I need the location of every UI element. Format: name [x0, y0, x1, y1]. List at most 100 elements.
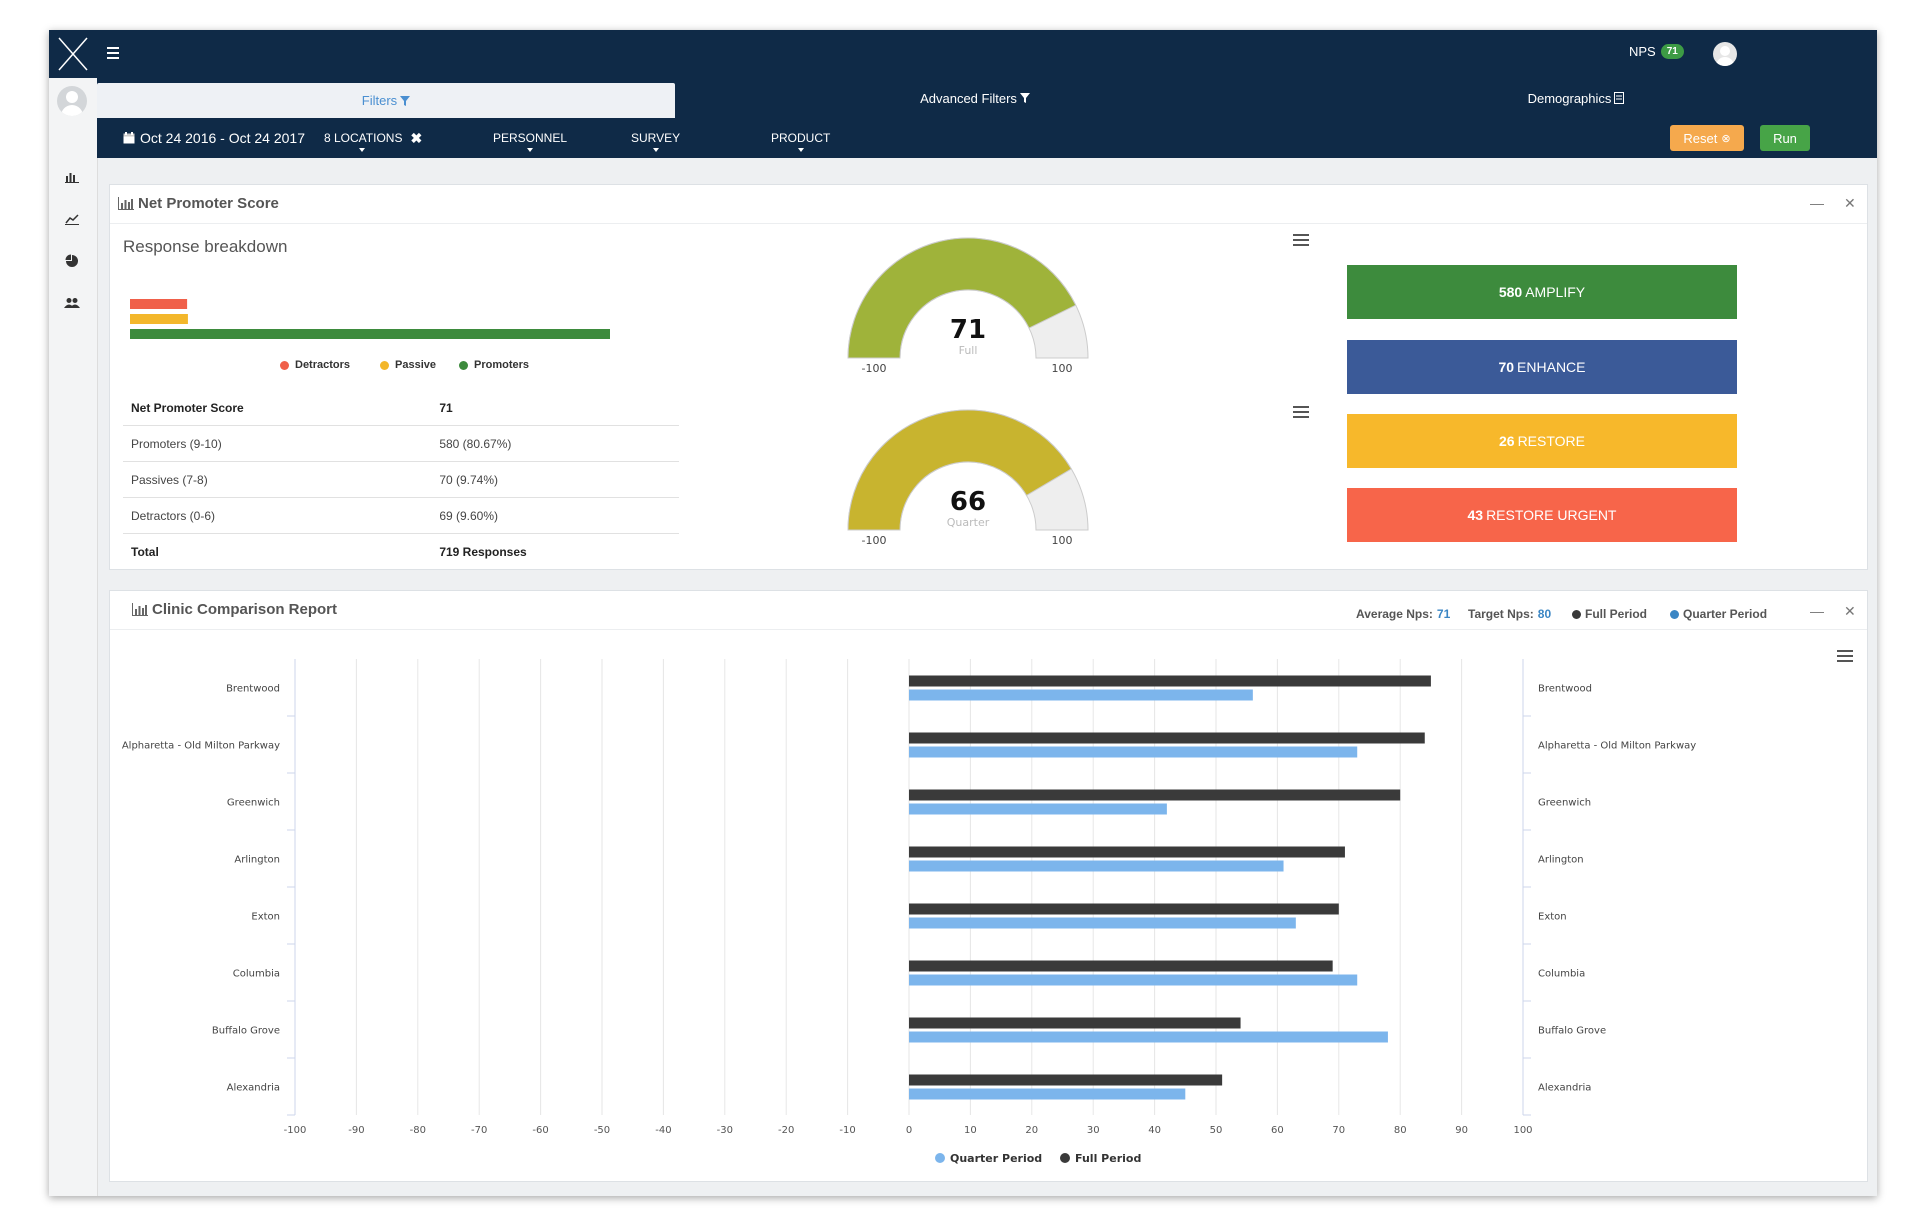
legend-quarter-period-top[interactable]: Quarter Period: [1670, 607, 1767, 621]
full-period-bar: [909, 960, 1333, 972]
enhance-label: ENHANCE: [1517, 359, 1586, 375]
gauge-max-label: 100: [1052, 362, 1073, 373]
quarter-period-bar: [909, 974, 1358, 986]
brand-logo[interactable]: [49, 30, 97, 78]
legend-promoters[interactable]: Promoters: [459, 359, 529, 371]
table-cell: Promoters (9-10): [123, 425, 432, 462]
personnel-filter[interactable]: PERSONNEL: [493, 118, 567, 158]
average-nps-label: Average Nps:: [1356, 607, 1433, 621]
nps-indicator: NPS 71: [1629, 44, 1684, 59]
table-cell: 71: [431, 390, 679, 426]
x-tick-label: -80: [410, 1125, 426, 1136]
minimize-icon[interactable]: —: [1810, 195, 1824, 211]
pie-chart-icon[interactable]: [63, 252, 81, 270]
document-icon: [1614, 92, 1625, 104]
reset-button[interactable]: Reset ⊗: [1670, 125, 1744, 151]
quarter-period-bar: [909, 803, 1167, 815]
x-tick-label: 60: [1271, 1125, 1284, 1136]
table-cell: 69 (9.60%): [431, 497, 679, 534]
locations-filter[interactable]: 8 LOCATIONS ✖: [324, 118, 422, 158]
x-tick-label: -40: [655, 1125, 671, 1136]
x-tick-label: 20: [1025, 1125, 1038, 1136]
tab-advanced-filters[interactable]: Advanced Filters: [675, 78, 1275, 118]
quarter-period-bar: [909, 1088, 1186, 1100]
x-tick-label: -30: [717, 1125, 733, 1136]
bar-chart-icon: [118, 197, 134, 210]
gauge-max-label: 100: [1052, 534, 1073, 545]
full-period-bar: [909, 789, 1401, 801]
table-row: Promoters (9-10) 580 (80.67%): [123, 425, 679, 462]
restore-urgent-label: RESTORE URGENT: [1486, 507, 1617, 523]
bar-chart-icon[interactable]: [63, 168, 81, 186]
users-icon[interactable]: [63, 294, 81, 312]
comparison-panel-title: Clinic Comparison Report: [152, 601, 338, 618]
personnel-text: PERSONNEL: [493, 131, 568, 145]
date-range-text: Oct 24 2016 - Oct 24 2017: [140, 130, 305, 146]
sidebar: [49, 78, 98, 1196]
tab-demographics[interactable]: Demographics: [1275, 78, 1877, 118]
close-icon[interactable]: ✕: [1844, 195, 1856, 211]
user-avatar[interactable]: [1713, 42, 1737, 66]
chevron-down-icon: [359, 148, 365, 152]
amplify-button[interactable]: 580 AMPLIFY: [1347, 265, 1737, 319]
y-category-label-right: Exton: [1538, 912, 1567, 923]
chart-menu-icon[interactable]: [1837, 647, 1853, 665]
minimize-icon[interactable]: —: [1810, 603, 1824, 619]
gauge-menu-icon[interactable]: [1293, 403, 1309, 421]
y-category-label-right: Arlington: [1538, 855, 1584, 866]
passive-bar: [130, 314, 188, 324]
enhance-count: 70: [1498, 359, 1515, 375]
nps-badge: 71: [1660, 44, 1684, 59]
table-cell: 719 Responses: [439, 544, 527, 559]
average-nps: Average Nps: 71: [1356, 607, 1450, 621]
y-category-label-right: Greenwich: [1538, 798, 1591, 809]
date-range-picker[interactable]: Oct 24 2016 - Oct 24 2017: [123, 118, 305, 158]
chevron-down-icon: [797, 148, 804, 152]
y-category-label-right: Alexandria: [1538, 1083, 1591, 1094]
legend-dot: [380, 360, 389, 370]
table-cell: Detractors (0-6): [123, 497, 432, 534]
restore-count: 26: [1498, 433, 1515, 449]
tab-filters[interactable]: Filters: [97, 83, 675, 118]
run-button[interactable]: Run: [1760, 125, 1810, 151]
full-period-bar: [909, 903, 1339, 915]
x-tick-label: -90: [348, 1125, 364, 1136]
nps-summary-table: Net Promoter Score 71 Promoters (9-10) 580…: [123, 390, 679, 569]
full-period-bar: [909, 732, 1425, 744]
sidebar-avatar[interactable]: [57, 86, 87, 116]
survey-filter[interactable]: SURVEY: [631, 118, 680, 158]
gauge-value: 66: [950, 487, 986, 517]
enhance-button[interactable]: 70 ENHANCE: [1347, 340, 1737, 394]
menu-toggle-icon[interactable]: [107, 44, 127, 64]
gauge-menu-icon[interactable]: [1293, 231, 1309, 249]
tab-filters-label: Filters: [361, 93, 398, 108]
x-tick-label: 0: [906, 1125, 912, 1136]
locations-text: 8 LOCATIONS: [324, 131, 403, 145]
y-category-label: Greenwich: [227, 798, 280, 809]
y-category-label-right: Columbia: [1538, 969, 1585, 980]
x-tick-label: 40: [1148, 1125, 1161, 1136]
x-tick-label: -70: [471, 1125, 487, 1136]
legend-quarter-period-dot: [935, 1153, 945, 1163]
legend-quarter-period-label: Quarter Period: [950, 1152, 1042, 1165]
legend-detractors[interactable]: Detractors: [280, 359, 350, 371]
gauge-fill: [847, 409, 1072, 531]
line-chart-icon[interactable]: [63, 210, 81, 228]
restore-button[interactable]: 26 RESTORE: [1347, 414, 1737, 468]
table-cell: Total: [131, 544, 159, 559]
legend-full-period-top[interactable]: Full Period: [1572, 607, 1647, 621]
filter-bar: Oct 24 2016 - Oct 24 2017 8 LOCATIONS ✖ …: [97, 118, 1877, 158]
y-category-label: Exton: [251, 912, 280, 923]
restore-urgent-button[interactable]: 43 RESTORE URGENT: [1347, 488, 1737, 542]
table-cell: 70 (9.74%): [431, 461, 679, 498]
remove-locations-icon[interactable]: ✖: [410, 129, 423, 146]
legend-passive[interactable]: Passive: [380, 359, 436, 371]
table-row: Detractors (0-6) 69 (9.60%): [123, 497, 679, 534]
product-text: PRODUCT: [771, 131, 831, 145]
restore-urgent-count: 43: [1467, 507, 1484, 523]
nps-panel-header: Net Promoter Score — ✕: [110, 185, 1867, 224]
nps-label: NPS: [1629, 44, 1656, 59]
close-icon[interactable]: ✕: [1844, 603, 1856, 619]
x-tick-label: -20: [778, 1125, 794, 1136]
product-filter[interactable]: PRODUCT: [771, 118, 830, 158]
